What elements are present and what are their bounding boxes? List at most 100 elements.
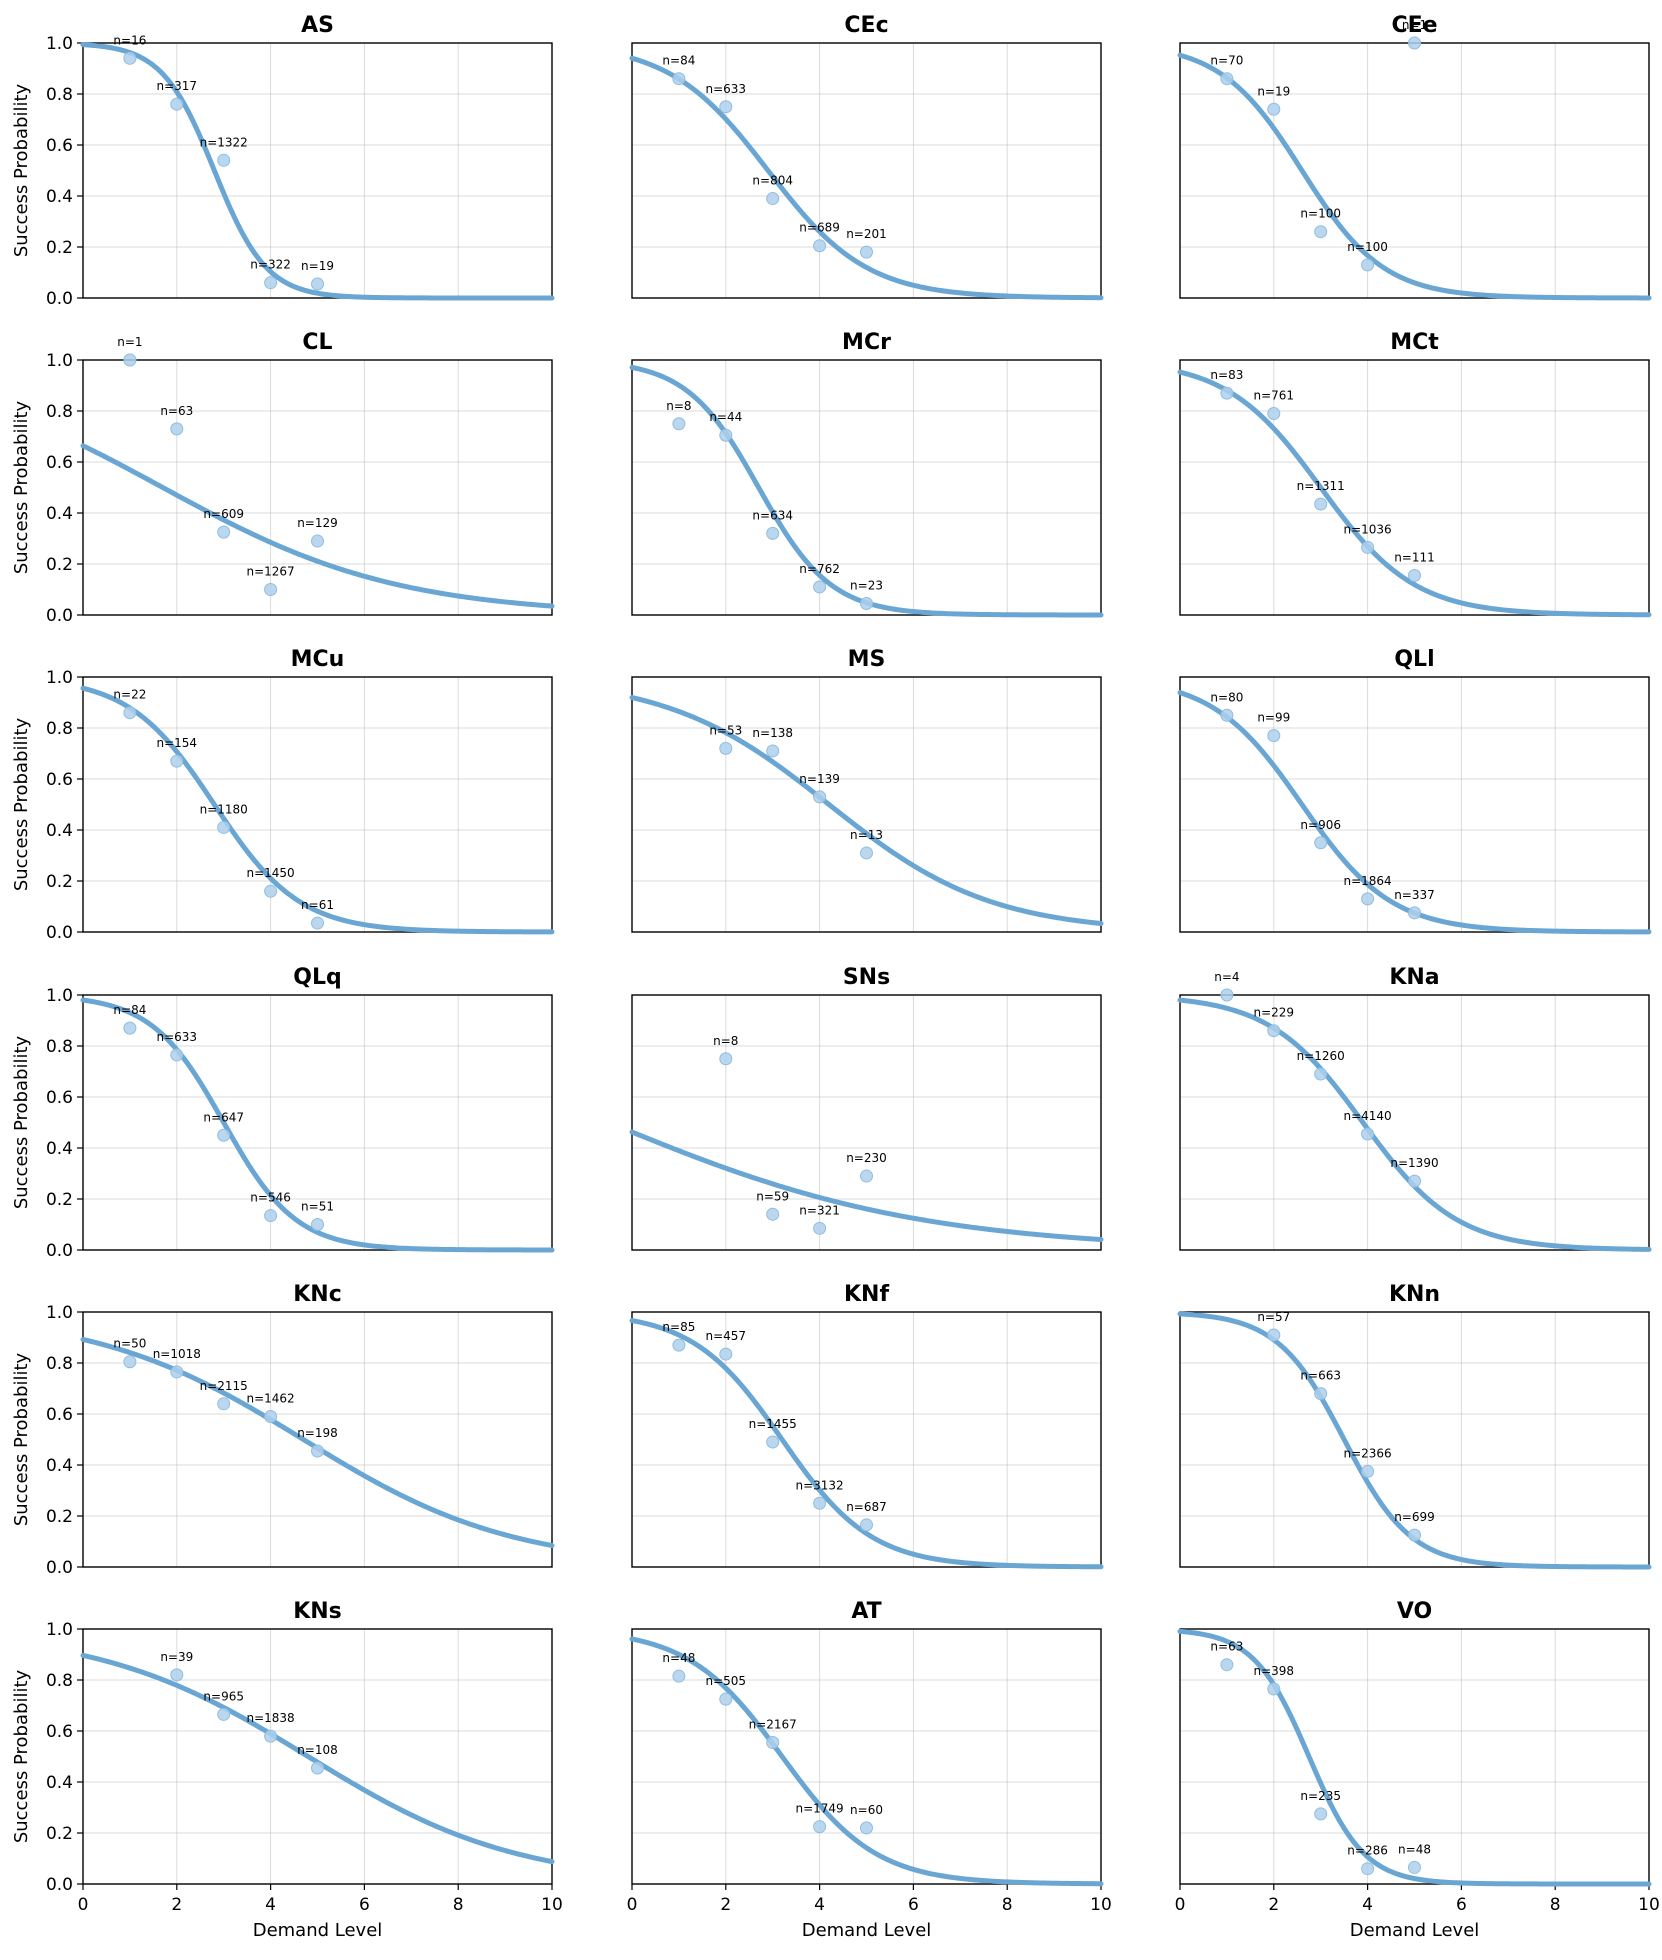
y-tick-label: 1.0 — [46, 351, 73, 371]
data-point — [264, 583, 278, 596]
y-tick-label: 0.8 — [46, 719, 73, 739]
sample-size-label: n=965 — [203, 1689, 244, 1703]
plot-frame — [1179, 994, 1650, 1251]
subplot-title: KNn — [1389, 1282, 1440, 1307]
y-tick-label: 0.4 — [46, 504, 73, 524]
data-point — [813, 790, 827, 804]
sample-size-label: n=505 — [706, 1674, 747, 1688]
data-point — [264, 1410, 278, 1424]
plot-frame — [631, 359, 1102, 616]
subplot-mcr: MCr n=8 n=44 n=634 n=762 n=23 — [629, 330, 1104, 618]
y-tick-label: 0.6 — [46, 1722, 73, 1742]
sample-size-label: n=804 — [752, 174, 793, 188]
sample-size-label: n=63 — [160, 404, 193, 418]
data-point — [1267, 1328, 1281, 1342]
data-point — [719, 1692, 733, 1706]
data-point — [1220, 708, 1234, 722]
sample-size-label: n=1455 — [749, 1417, 797, 1431]
sample-size-label: n=321 — [799, 1203, 840, 1217]
data-point — [1267, 1682, 1281, 1696]
sample-size-label: n=1390 — [1390, 1156, 1438, 1170]
subplot-title: MCu — [291, 647, 345, 672]
data-point — [860, 1518, 873, 1532]
data-point — [719, 1052, 733, 1066]
sample-size-label: n=761 — [1254, 389, 1295, 403]
data-point — [813, 239, 827, 253]
sample-size-label: n=111 — [1394, 550, 1435, 564]
fitted-curve — [1177, 997, 1652, 1252]
fitted-curve — [629, 1129, 1104, 1243]
data-point — [1267, 1024, 1281, 1038]
y-tick-label: 0.4 — [46, 1456, 73, 1476]
y-tick-label: 0.8 — [46, 1037, 73, 1057]
subplot-vo: 0 2 4 6 8 10 Demand Level VO n=63 n=398 n=235 n=286… — [1175, 1599, 1660, 1941]
sample-size-label: n=201 — [846, 227, 887, 241]
data-point — [1314, 225, 1328, 239]
x-tick-label: 10 — [1090, 1895, 1112, 1915]
plot-frame — [1179, 359, 1650, 616]
data-point — [1408, 568, 1421, 582]
data-point — [1361, 892, 1375, 906]
sample-size-label: n=85 — [662, 1320, 695, 1334]
y-tick-label: 0.2 — [46, 555, 73, 575]
sample-size-label: n=51 — [301, 1200, 334, 1214]
data-point — [123, 51, 137, 65]
sample-size-label: n=84 — [113, 1003, 146, 1017]
x-tick-label: 10 — [1638, 1895, 1660, 1915]
plot-frame — [82, 359, 553, 616]
subplot-title: AS — [301, 13, 334, 38]
plot-frame — [631, 1628, 1102, 1885]
data-point — [860, 245, 873, 259]
data-point — [1267, 102, 1281, 116]
sample-size-label: n=48 — [662, 1651, 695, 1665]
data-point — [1361, 1862, 1375, 1876]
sample-size-label: n=53 — [709, 723, 742, 737]
data-point — [264, 276, 278, 290]
data-point — [1314, 1387, 1328, 1401]
sample-size-label: n=1838 — [246, 1711, 294, 1725]
subplot-title: MS — [848, 647, 886, 672]
sample-size-label: n=647 — [203, 1110, 244, 1124]
sample-size-label: n=762 — [799, 562, 840, 576]
sample-size-label: n=80 — [1210, 690, 1243, 704]
sample-size-label: n=63 — [1210, 1640, 1243, 1654]
y-tick-label: 0.2 — [46, 238, 73, 258]
data-point — [766, 192, 780, 206]
data-point — [1314, 497, 1328, 511]
sample-size-label: n=198 — [297, 1426, 338, 1440]
y-tick-label: 0.4 — [46, 1139, 73, 1159]
data-point — [1314, 1807, 1328, 1821]
data-point — [217, 1707, 231, 1721]
y-tick-label: 0.0 — [46, 1558, 73, 1578]
subplot-cec: CEc n=84 n=633 n=804 n=689 n=201 — [629, 13, 1104, 301]
sample-size-label: n=60 — [850, 1803, 883, 1817]
sample-size-label: n=699 — [1394, 1510, 1435, 1524]
plot-frame — [1179, 676, 1650, 933]
subplot-sns: SNs n=8 n=59 n=321 n=230 — [629, 965, 1104, 1251]
y-axis-label: Success Probability — [11, 83, 32, 257]
y-tick-label: 1.0 — [46, 34, 73, 54]
sample-size-label: n=633 — [157, 1030, 198, 1044]
data-point — [170, 97, 184, 111]
data-point — [123, 706, 137, 720]
data-point — [766, 526, 780, 540]
sample-size-label: n=906 — [1300, 818, 1341, 832]
subplot-kna: KNa n=4 n=229 n=1260 n=4140 n=1390 — [1177, 965, 1652, 1252]
data-point — [311, 916, 324, 930]
data-point — [813, 1496, 827, 1510]
sample-size-label: n=23 — [850, 579, 883, 593]
sample-size-label: n=4140 — [1343, 1109, 1391, 1123]
subplot-title: KNa — [1389, 965, 1439, 990]
y-tick-label: 1.0 — [46, 986, 73, 1006]
sample-size-label: n=2366 — [1343, 1446, 1391, 1460]
data-point — [170, 1365, 184, 1379]
subplot-title: QLl — [1394, 647, 1434, 672]
plot-frame — [82, 1311, 553, 1568]
data-point — [1408, 906, 1421, 920]
data-point — [860, 597, 873, 611]
fitted-curve — [629, 55, 1104, 301]
x-tick-label: 2 — [1268, 1895, 1279, 1915]
